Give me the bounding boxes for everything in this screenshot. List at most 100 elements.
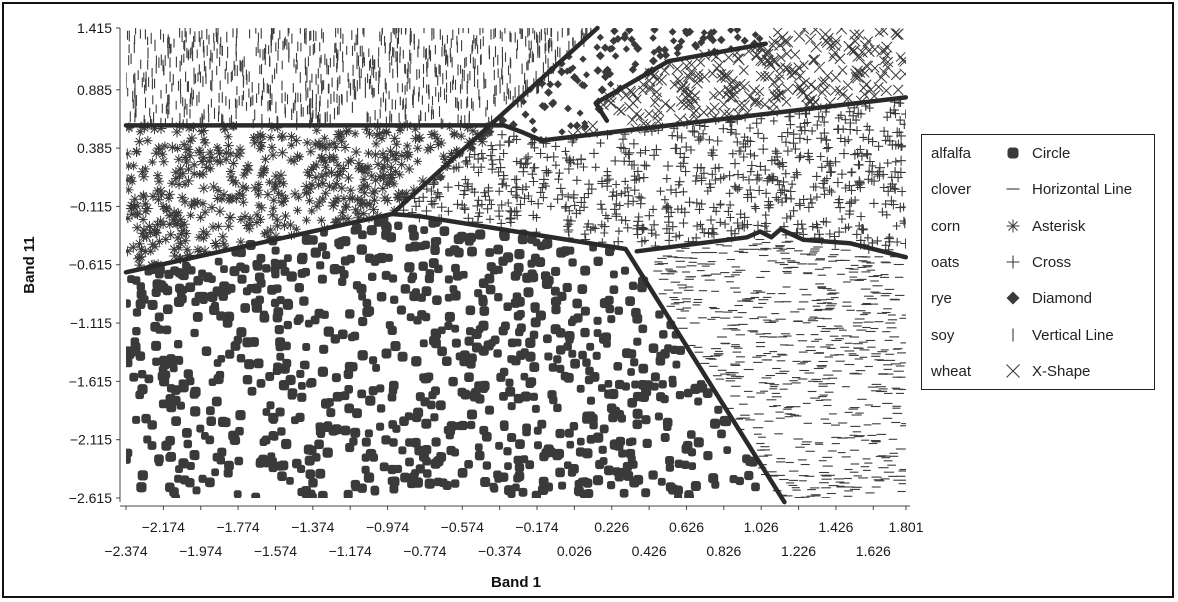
point-alfalfa [315,468,326,479]
point-oats [826,159,835,168]
x-tick-label-lower: 0.426 [632,543,667,559]
point-oats [612,180,621,189]
point-corn [350,204,361,216]
point-alfalfa [745,456,755,466]
point-alfalfa [406,313,415,322]
point-alfalfa [201,346,212,356]
xshape-marker-icon [1006,363,1020,378]
point-corn [211,155,223,167]
point-alfalfa [430,237,440,246]
point-corn [173,154,184,165]
point-wheat [708,91,719,101]
point-alfalfa [665,482,676,492]
point-alfalfa [396,305,406,315]
point-corn [155,122,167,135]
point-corn [132,208,142,219]
point-corn [213,185,223,195]
point-wheat [616,106,627,116]
point-alfalfa [388,386,398,395]
point-alfalfa [479,425,489,435]
point-corn [194,145,204,156]
point-oats [660,195,669,204]
point-oats [661,203,672,214]
point-oats [773,158,783,168]
point-alfalfa [400,472,411,483]
point-wheat [855,52,865,62]
point-alfalfa [282,341,291,351]
point-corn [330,142,341,153]
point-wheat [874,28,884,38]
point-oats [555,168,564,178]
point-corn [179,139,190,150]
point-oats [825,229,835,239]
point-oats [584,189,593,198]
point-oats [820,184,828,192]
point-corn [155,215,167,227]
point-alfalfa [517,234,528,245]
point-alfalfa [361,453,370,462]
x-tick-label-lower: −2.374 [104,543,147,559]
point-alfalfa [579,489,589,498]
x-tick-label-lower: 0.826 [706,543,741,559]
point-oats [899,119,906,129]
point-oats [890,184,899,193]
point-corn [185,136,195,146]
point-corn [359,175,369,185]
point-oats [687,125,698,137]
point-corn [239,170,249,180]
point-rye [567,122,575,130]
point-alfalfa [362,298,372,308]
point-wheat [682,99,694,111]
point-oats [739,222,749,232]
point-rye [673,49,682,58]
point-alfalfa [628,281,638,290]
point-corn [206,164,215,174]
point-corn [181,157,192,167]
point-oats [444,206,453,216]
point-alfalfa [681,460,690,469]
point-rye [661,50,671,60]
point-oats [527,197,536,206]
point-rye [709,36,717,45]
point-corn [236,214,246,225]
point-alfalfa [286,477,294,485]
point-alfalfa [344,361,355,372]
point-wheat [782,63,793,74]
point-oats [824,185,835,195]
point-oats [773,176,782,185]
point-corn [180,235,191,246]
point-alfalfa [515,327,524,337]
point-alfalfa [152,357,161,366]
point-corn [187,201,196,211]
point-alfalfa [604,465,614,476]
hline-marker-icon [1006,188,1020,190]
point-alfalfa [572,298,583,309]
point-alfalfa [304,455,315,466]
point-oats [720,219,730,229]
point-alfalfa [556,364,565,374]
point-corn [369,194,380,206]
point-oats [523,152,533,162]
point-alfalfa [137,369,147,379]
point-alfalfa [165,482,175,493]
point-corn [301,187,313,199]
legend-item-wheat: wheat X-Shape [922,354,1154,390]
point-rye [697,38,706,47]
point-corn [423,145,433,155]
point-alfalfa [352,408,362,419]
point-oats [692,198,702,208]
point-oats [883,113,892,122]
point-alfalfa [464,336,474,346]
point-corn [182,245,192,255]
point-oats [830,156,841,167]
point-oats [597,176,607,187]
point-corn [258,165,269,176]
point-oats [553,194,563,204]
point-oats [641,146,650,155]
point-alfalfa [494,293,503,302]
point-oats [649,220,659,230]
point-alfalfa [352,281,362,290]
point-corn [320,156,331,168]
point-oats [597,204,607,215]
point-oats [421,205,432,217]
